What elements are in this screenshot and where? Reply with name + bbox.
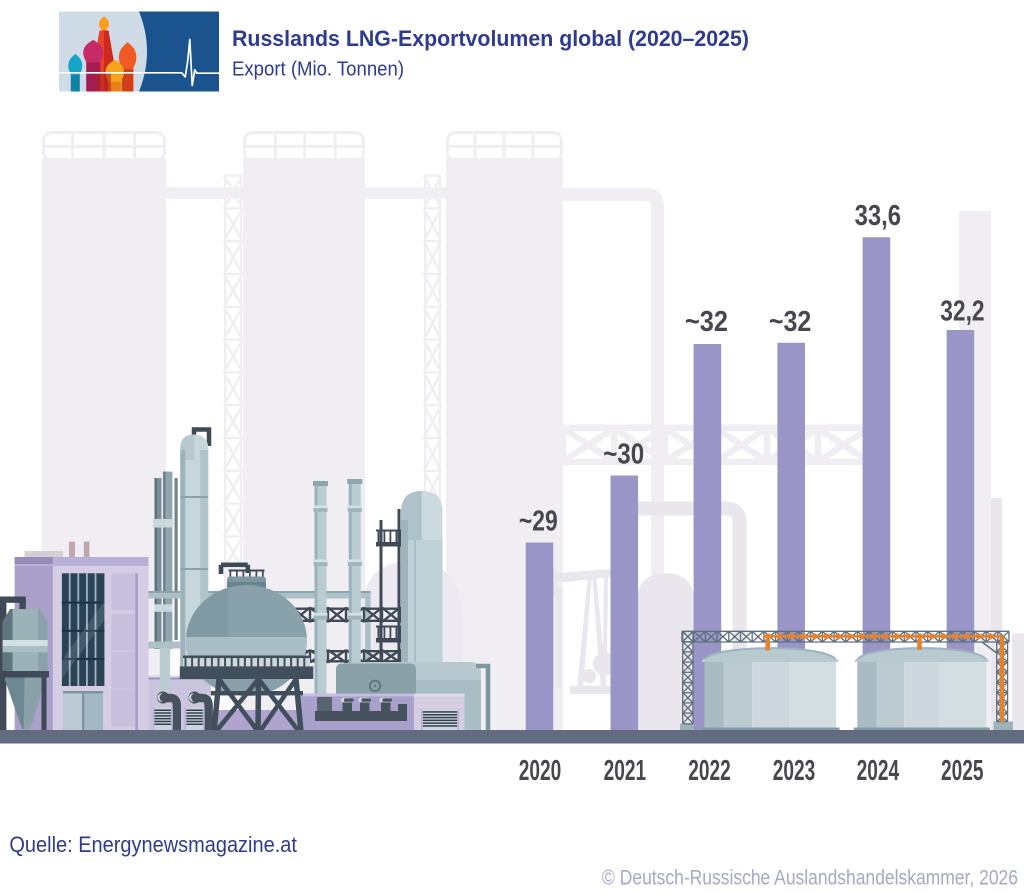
svg-text:2025: 2025 (941, 755, 984, 787)
svg-text:Quelle: Energynewsmagazine.at: Quelle: Energynewsmagazine.at (9, 832, 297, 857)
svg-text:2021: 2021 (604, 755, 647, 787)
svg-text:© Deutsch-Russische Auslandsha: © Deutsch-Russische Auslandshandelskamme… (602, 866, 1018, 889)
svg-text:~32: ~32 (685, 306, 728, 338)
svg-text:~30: ~30 (603, 438, 644, 470)
svg-text:~32: ~32 (769, 306, 811, 338)
svg-text:Export (Mio. Tonnen): Export (Mio. Tonnen) (232, 57, 404, 80)
svg-text:2024: 2024 (857, 755, 900, 787)
svg-text:2022: 2022 (688, 755, 731, 787)
svg-text:2023: 2023 (773, 755, 816, 787)
svg-text:Russlands LNG-Exportvolumen gl: Russlands LNG-Exportvolumen global (2020… (232, 26, 749, 51)
svg-text:33,6: 33,6 (855, 200, 901, 232)
svg-text:2020: 2020 (519, 755, 562, 787)
svg-text:~29: ~29 (519, 506, 558, 538)
svg-text:32,2: 32,2 (940, 296, 984, 328)
